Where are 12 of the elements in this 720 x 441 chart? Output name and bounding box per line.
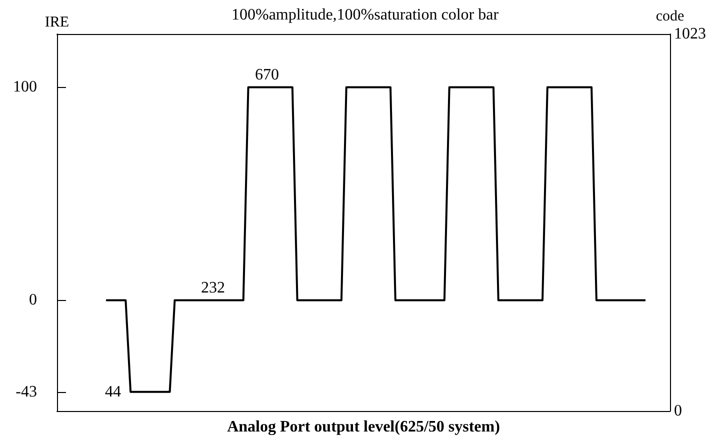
chart-title: 100%amplitude,100%saturation color bar — [231, 6, 500, 24]
annotation: 232 — [201, 280, 225, 296]
y-tick-label: 0 — [29, 292, 37, 309]
annotation: 44 — [105, 384, 121, 400]
x-axis-title: Analog Port output level(625/50 system) — [227, 418, 500, 436]
y2-tick-label: 1023 — [674, 26, 706, 42]
y2-tick-label: 0 — [674, 402, 682, 420]
y2-axis-title: code — [656, 8, 684, 24]
y-tick-label: -43 — [16, 383, 37, 400]
annotation: 670 — [255, 66, 279, 84]
y-tick-label: 100 — [13, 78, 37, 96]
y-axis-title: IRE — [44, 14, 70, 30]
